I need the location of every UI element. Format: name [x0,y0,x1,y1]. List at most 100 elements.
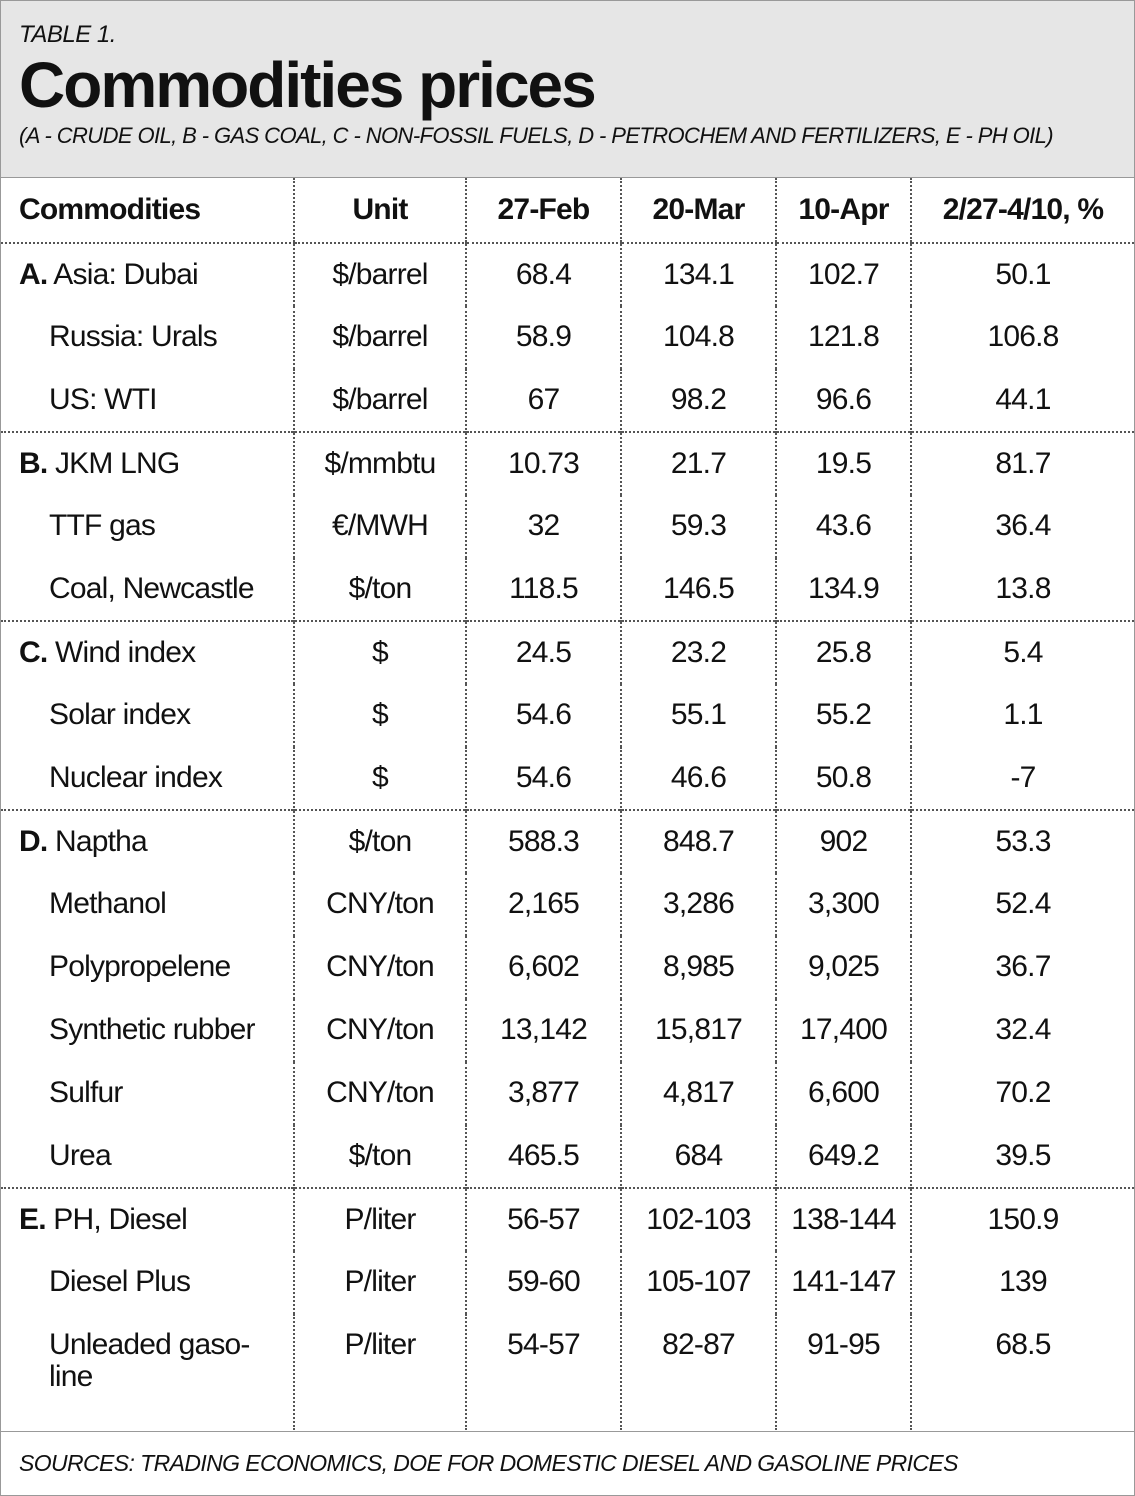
commodity-name: Asia: Dubai [53,258,198,291]
table-row: Methanol CNY/ton 2,165 3,286 3,300 52.4 [1,873,1134,936]
column-header: Unit [293,178,466,244]
value-cell: 43.6 [775,495,911,558]
value-cell: 50.1 [910,242,1134,306]
value-cell: 4,817 [620,1062,776,1125]
value-cell: 13,142 [465,999,621,1062]
value-cell: 36.7 [910,936,1134,999]
commodity-cell: Polypropelene [1,936,294,999]
unit-cell: P/liter [293,1251,466,1314]
value-cell: 55.1 [620,684,776,747]
commodity-name: Russia: Urals [49,320,218,353]
table-body: A. Asia: Dubai $/barrel 68.4 134.1 102.7 50.1… [1,242,1134,1430]
value-cell: 54.6 [465,684,621,747]
table-row: Polypropelene CNY/ton 6,602 8,985 9,025 36.7 [1,936,1134,999]
commodity-name: Wind index [54,636,196,669]
value-cell: 10.73 [465,431,621,495]
header: TABLE 1. Commodities prices (A - CRUDE O… [1,1,1134,178]
value-cell: 21.7 [620,431,776,495]
commodity-cell: TTF gas [1,495,294,558]
table-row: Solar index $54.6 55.1 55.2 1.1 [1,684,1134,747]
value-cell: 68.4 [465,242,621,306]
value-cell: 15,817 [620,999,776,1062]
unit-cell: $/barrel [293,306,466,369]
value-cell: 138-144 [775,1187,911,1251]
value-cell: 150.9 [910,1187,1134,1251]
table-row: Unleaded gaso-line P/liter 54-57 82-87 91-95… [1,1314,1134,1430]
value-cell: 44.1 [910,369,1134,432]
table-row: B. JKM LNG $/mmbtu 10.73 21.7 19.5 81.7 [1,431,1134,495]
column-header: 2/27-4/10, % [910,178,1134,244]
table-row: Urea $/ton 465.5 684 649.2 39.5 [1,1125,1134,1188]
unit-cell: $ [293,747,466,810]
commodity-name: Synthetic rubber [49,1013,255,1046]
commodity-cell: Synthetic rubber [1,999,294,1062]
commodity-name: Methanol [49,887,167,920]
commodity-name: Sulfur [49,1076,123,1109]
value-cell: 3,877 [465,1062,621,1125]
table-row: Russia: Urals $/barrel 58.9 104.8 121.8 106.8 [1,306,1134,369]
value-cell: 67 [465,369,621,432]
commodity-name: US: WTI [49,383,158,416]
table-label: TABLE 1. [19,21,116,48]
unit-cell: $ [293,684,466,747]
value-cell: 465.5 [465,1125,621,1188]
value-cell: 6,600 [775,1062,911,1125]
value-cell: 8,985 [620,936,776,999]
table-row: A. Asia: Dubai $/barrel 68.4 134.1 102.7 50.1 [1,242,1134,306]
unit-cell: $/ton [293,809,466,873]
commodity-cell: Diesel Plus [1,1251,294,1314]
value-cell: -7 [910,747,1134,810]
value-cell: 6,602 [465,936,621,999]
value-cell: 104.8 [620,306,776,369]
column-header: Commodities [1,178,294,244]
commodity-cell: Nuclear index [1,747,294,810]
unit-cell: CNY/ton [293,999,466,1062]
table-row: Nuclear index $54.6 46.6 50.8 -7 [1,747,1134,810]
value-cell: 3,300 [775,873,911,936]
column-header: 20-Mar [620,178,776,244]
unit-cell: €/MWH [293,495,466,558]
column-header: 27-Feb [465,178,621,244]
value-cell: 54.6 [465,747,621,810]
group-letter: B. [19,447,48,480]
commodity-cell: D. Naptha [1,809,294,873]
value-cell: 106.8 [910,306,1134,369]
unit-cell: $/ton [293,558,466,621]
unit-cell: CNY/ton [293,873,466,936]
value-cell: 53.3 [910,809,1134,873]
value-cell: 105-107 [620,1251,776,1314]
table-row: Coal, Newcastle $/ton 118.5 146.5 134.9 13.8 [1,558,1134,621]
group-letter: A. [19,258,48,291]
unit-cell: $/barrel [293,242,466,306]
unit-cell: $/barrel [293,369,466,432]
value-cell: 36.4 [910,495,1134,558]
unit-cell: CNY/ton [293,936,466,999]
value-cell: 82-87 [620,1314,776,1430]
column-header: 10-Apr [775,178,911,244]
value-cell: 56-57 [465,1187,621,1251]
group-letter: E. [19,1203,47,1236]
commodity-name: JKM LNG [54,447,180,480]
footer: SOURCES: TRADING ECONOMICS, DOE FOR DOME… [1,1431,1134,1495]
commodity-name: TTF gas [49,509,156,542]
value-cell: 5.4 [910,620,1134,684]
value-cell: 2,165 [465,873,621,936]
value-cell: 58.9 [465,306,621,369]
commodity-name: Diesel Plus [49,1265,191,1298]
value-cell: 96.6 [775,369,911,432]
commodity-name: Unleaded gaso-line [49,1328,250,1393]
commodity-name: Naptha [54,825,148,858]
price-table: Commodities Unit 27-Feb 20-Mar 10-Apr 2/27-4/… [1,178,1134,1430]
commodity-cell: Unleaded gaso-line [1,1314,294,1430]
commodity-cell: US: WTI [1,369,294,432]
value-cell: 24.5 [465,620,621,684]
value-cell: 588.3 [465,809,621,873]
subtitle: (A - CRUDE OIL, B - GAS COAL, C - NON-FO… [19,123,1054,148]
commodity-name: Nuclear index [49,761,223,794]
value-cell: 13.8 [910,558,1134,621]
value-cell: 50.8 [775,747,911,810]
title: Commodities prices [19,49,597,121]
value-cell: 684 [620,1125,776,1188]
value-cell: 118.5 [465,558,621,621]
value-cell: 59.3 [620,495,776,558]
